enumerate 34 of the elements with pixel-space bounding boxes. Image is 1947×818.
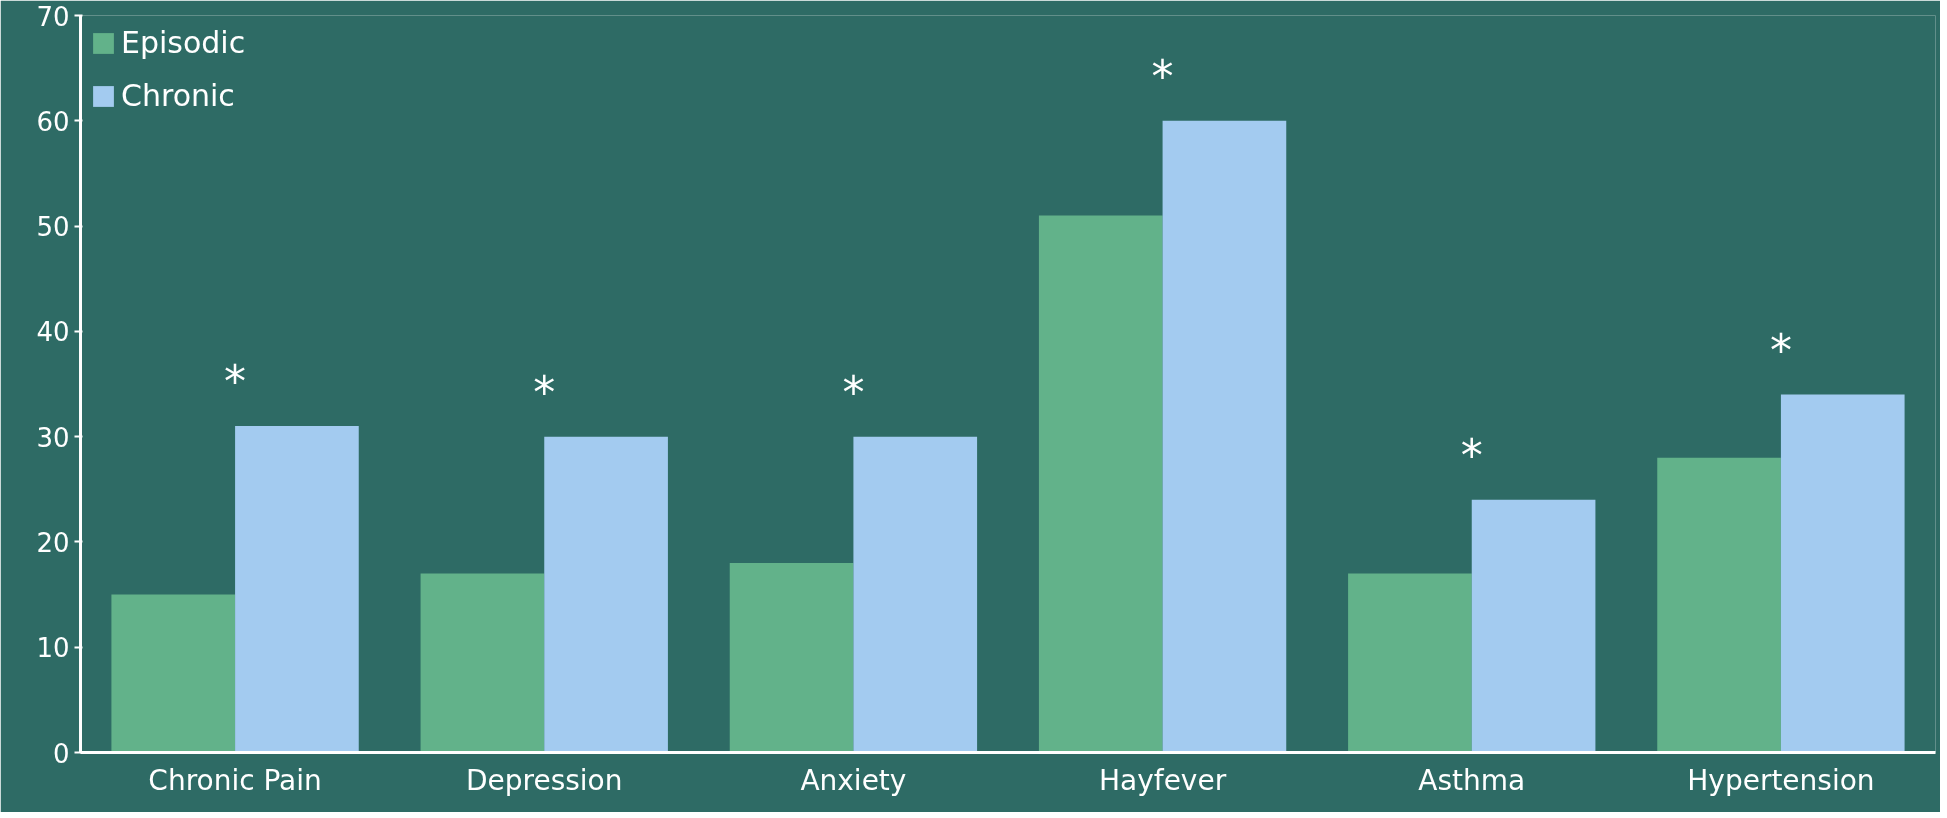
bar xyxy=(1162,120,1287,753)
y-tick-label: 60 xyxy=(36,106,70,137)
annotation: * xyxy=(1769,324,1792,376)
annotation: * xyxy=(1151,51,1174,103)
legend-label: Chronic xyxy=(121,78,235,113)
bar xyxy=(729,562,854,753)
y-tick-label: 30 xyxy=(36,422,70,453)
x-tick-label: Hayfever xyxy=(1099,763,1227,797)
bar xyxy=(111,594,236,753)
bar xyxy=(1038,215,1163,753)
y-tick-label: 10 xyxy=(36,633,70,664)
x-tick-label: Hypertension xyxy=(1687,763,1875,797)
annotation: * xyxy=(533,366,556,418)
annotation: * xyxy=(842,366,865,418)
y-tick-label: 70 xyxy=(36,1,70,32)
y-tick-label: 0 xyxy=(52,738,70,769)
annotation: * xyxy=(224,356,247,408)
bar xyxy=(1471,499,1596,753)
x-tick-label: Depression xyxy=(465,763,623,797)
y-tick-label: 50 xyxy=(36,212,70,243)
x-tick-label: Anxiety xyxy=(800,763,907,797)
x-tick-label: Asthma xyxy=(1418,763,1526,797)
bar xyxy=(1780,394,1905,753)
bar xyxy=(544,436,668,753)
bar xyxy=(853,436,978,753)
x-tick-label: Chronic Pain xyxy=(148,763,322,797)
legend-label: Episodic xyxy=(121,25,246,60)
y-tick-label: 20 xyxy=(36,527,70,558)
bar xyxy=(1348,573,1472,753)
y-tick-label: 40 xyxy=(36,317,70,348)
annotation: * xyxy=(1460,430,1483,482)
bar xyxy=(420,573,545,753)
bar xyxy=(235,426,359,753)
bar xyxy=(1657,457,1781,753)
